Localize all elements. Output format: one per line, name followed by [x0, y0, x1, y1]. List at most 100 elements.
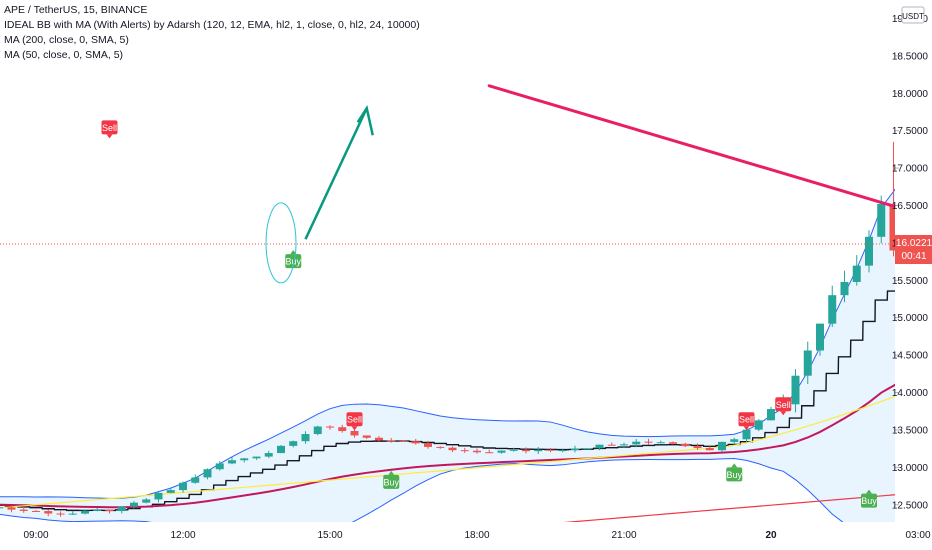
candle-body: [252, 456, 261, 459]
highlight-ellipse: [265, 202, 297, 284]
candle-body: [56, 513, 65, 515]
sell-signal-label: Sell: [102, 123, 117, 133]
price-tick-label: 17.0000: [892, 164, 929, 175]
sell-signal-label: Sell: [776, 400, 791, 410]
signal-pointer: [731, 463, 738, 468]
candle-body: [436, 446, 445, 448]
drawings[interactable]: [265, 84, 932, 284]
time-tick-label: 20: [765, 530, 777, 541]
time-tick-label: 21:00: [611, 530, 636, 541]
candle-body: [277, 445, 285, 454]
signals: SellSellSellBuyBuyBuySellBuySellBuy: [101, 120, 877, 508]
candle-body: [644, 441, 653, 443]
candle-body: [840, 281, 849, 296]
candle-body: [877, 203, 886, 237]
chart-legend: APE / TetherUS, 15, BINANCE IDEAL BB wit…: [4, 3, 420, 63]
candle-body: [522, 449, 530, 452]
buy-signal-badge: [726, 467, 743, 482]
candle-body: [534, 449, 543, 452]
candle-body: [509, 449, 518, 451]
candle-body: [166, 490, 175, 493]
candle-body: [264, 453, 273, 457]
signal-pointer: [290, 250, 297, 255]
candle-body: [326, 426, 334, 428]
candle-body: [289, 441, 298, 446]
candle-body: [240, 458, 249, 461]
candle-body: [313, 426, 322, 435]
price-tick-label: 14.5000: [892, 351, 929, 362]
last-price-tag: [895, 235, 932, 264]
sell-signal-badge: [346, 412, 363, 427]
candle-body: [791, 375, 800, 405]
candle-body: [350, 431, 359, 436]
candle-body: [583, 448, 592, 450]
candle-body: [828, 295, 837, 324]
candle-body: [730, 439, 739, 442]
candle-body: [546, 449, 555, 451]
candle-body: [693, 446, 702, 449]
currency-badge[interactable]: [901, 6, 925, 24]
price-axis[interactable]: 19.000018.500018.000017.500017.000016.50…: [892, 0, 932, 550]
candle-body: [338, 427, 347, 432]
candle-body: [424, 443, 432, 447]
candle-body: [191, 477, 200, 483]
symbol-title[interactable]: APE / TetherUS, 15, BINANCE: [4, 4, 148, 16]
time-tick-label: 15:00: [317, 530, 342, 541]
candle-body: [301, 434, 310, 442]
price-tick-label: 18.0000: [892, 89, 929, 100]
candle-body: [93, 509, 102, 511]
candle-body: [142, 499, 151, 503]
candle-body: [81, 510, 89, 514]
signal-pointer: [780, 411, 787, 416]
time-tick-label: 03:00: [905, 530, 930, 541]
candle-body: [228, 460, 236, 464]
indicator-ma200-label[interactable]: MA (200, close, 0, SMA, 5): [4, 34, 129, 46]
candle-body: [571, 448, 579, 451]
indicator-ma50-label[interactable]: MA (50, close, 0, SMA, 5): [4, 49, 124, 61]
time-tick-label: 12:00: [170, 530, 195, 541]
buy-signal-label: Buy: [285, 257, 301, 267]
candle-body: [375, 437, 383, 441]
candle-body: [558, 450, 567, 452]
candle-body: [485, 452, 494, 454]
candle-body: [803, 350, 812, 376]
price-tick-label: 17.5000: [892, 126, 929, 137]
sell-signal-label: Sell: [739, 415, 754, 425]
candle-body: [460, 450, 469, 452]
buy-signal-badge: [285, 254, 302, 269]
candle-body: [399, 440, 408, 442]
candle-body: [754, 420, 763, 430]
candle-body: [387, 440, 396, 442]
signal-pointer: [866, 489, 872, 494]
ma200-line: [525, 491, 932, 527]
indicator-bb-label[interactable]: IDEAL BB with MA (With Alerts) by Adarsh…: [4, 19, 420, 31]
candles: [0, 141, 932, 517]
projection-arrow: [304, 107, 368, 240]
ema-line: [0, 362, 932, 509]
candle-body: [705, 448, 714, 451]
ma50-line: [0, 381, 932, 509]
signal-pointer: [106, 134, 113, 139]
sell-signal-badge: [738, 412, 755, 427]
sell-signal-badge: [101, 120, 118, 135]
buy-signal-label: Buy: [726, 470, 742, 480]
candle-body: [473, 450, 481, 453]
candle-body: [607, 444, 616, 446]
price-tick-label: 12.5000: [892, 500, 929, 511]
candle-body: [179, 482, 187, 491]
candle-body: [595, 444, 604, 449]
candle-body: [718, 441, 726, 451]
candle-body: [620, 444, 628, 446]
signal-pointer: [351, 426, 358, 431]
candle-body: [656, 442, 665, 444]
trendline: [487, 84, 932, 220]
time-axis[interactable]: 09:0012:0015:0018:0021:002003:0006:0009:…: [0, 522, 932, 550]
candle-body: [105, 509, 114, 512]
candle-body: [681, 443, 690, 447]
candle-body: [448, 447, 457, 451]
candle-body: [7, 507, 16, 510]
signal-pointer: [388, 470, 395, 475]
candle-body: [117, 506, 126, 512]
